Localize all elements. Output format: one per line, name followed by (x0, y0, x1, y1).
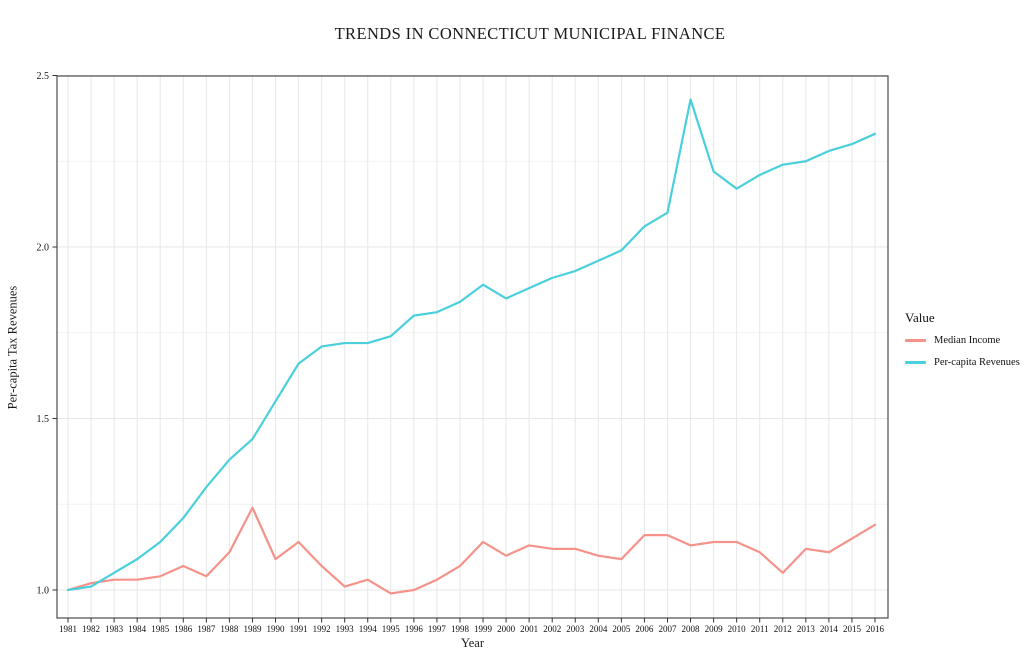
svg-text:2.0: 2.0 (37, 243, 50, 254)
svg-text:1.0: 1.0 (37, 586, 50, 597)
legend-item: Per-capita Revenues (905, 357, 1023, 368)
legend: Value Median Income Per-capita Revenues (905, 310, 1023, 379)
svg-text:2015: 2015 (843, 624, 862, 634)
svg-text:1993: 1993 (336, 624, 355, 634)
svg-text:2007: 2007 (658, 624, 677, 634)
svg-text:1986: 1986 (174, 624, 193, 634)
svg-text:1984: 1984 (128, 624, 147, 634)
axis-ticks (52, 75, 876, 623)
svg-text:2008: 2008 (682, 624, 701, 634)
legend-item-label: Median Income (934, 335, 1001, 346)
median-income-line-key-icon (905, 339, 926, 342)
svg-text:1982: 1982 (82, 624, 100, 634)
svg-text:2001: 2001 (520, 624, 538, 634)
grid-major (57, 75, 888, 618)
svg-text:2004: 2004 (589, 624, 608, 634)
svg-text:2013: 2013 (797, 624, 816, 634)
chart-title: TRENDS IN CONNECTICUT MUNICIPAL FINANCE (334, 24, 726, 43)
y-axis-label: Per-capita Tax Revenues (5, 285, 20, 410)
legend-title: Value (905, 310, 935, 325)
svg-text:2016: 2016 (866, 624, 885, 634)
svg-text:1997: 1997 (428, 624, 447, 634)
svg-text:2014: 2014 (820, 624, 839, 634)
svg-text:2002: 2002 (543, 624, 561, 634)
svg-text:2006: 2006 (635, 624, 654, 634)
svg-text:1988: 1988 (220, 624, 239, 634)
svg-text:1995: 1995 (382, 624, 401, 634)
panel-border (56, 75, 889, 619)
legend-item: Median Income (905, 335, 1023, 346)
svg-text:1.5: 1.5 (37, 414, 50, 425)
svg-text:1985: 1985 (151, 624, 170, 634)
svg-text:1991: 1991 (290, 624, 308, 634)
svg-text:1981: 1981 (59, 624, 77, 634)
svg-text:2.5: 2.5 (37, 71, 50, 82)
y-tick-labels: 1.0 1.5 2.0 2.5 (37, 71, 50, 597)
svg-text:2012: 2012 (774, 624, 792, 634)
legend-item-label: Per-capita Revenues (934, 357, 1020, 368)
svg-text:1990: 1990 (267, 624, 286, 634)
svg-text:1996: 1996 (405, 624, 424, 634)
svg-text:1987: 1987 (197, 624, 216, 634)
svg-text:1983: 1983 (105, 624, 124, 634)
x-axis-label: Year (460, 636, 485, 650)
svg-text:1999: 1999 (474, 624, 493, 634)
svg-text:2005: 2005 (612, 624, 631, 634)
svg-text:1989: 1989 (243, 624, 262, 634)
median-income-line (66, 506, 877, 595)
svg-text:1994: 1994 (359, 624, 378, 634)
svg-text:2003: 2003 (566, 624, 585, 634)
svg-text:2009: 2009 (705, 624, 724, 634)
svg-text:1998: 1998 (451, 624, 470, 634)
x-tick-labels: 1981 1982 1983 1984 1985 1986 1987 1988 1989 1990… (59, 624, 885, 634)
per-capita-revenues-line-key-icon (905, 361, 926, 364)
svg-text:2000: 2000 (497, 624, 516, 634)
grid-minor (57, 160, 888, 505)
svg-text:2010: 2010 (728, 624, 747, 634)
svg-text:1992: 1992 (313, 624, 331, 634)
per-capita-revenues-line (66, 98, 877, 592)
svg-text:2011: 2011 (751, 624, 769, 634)
